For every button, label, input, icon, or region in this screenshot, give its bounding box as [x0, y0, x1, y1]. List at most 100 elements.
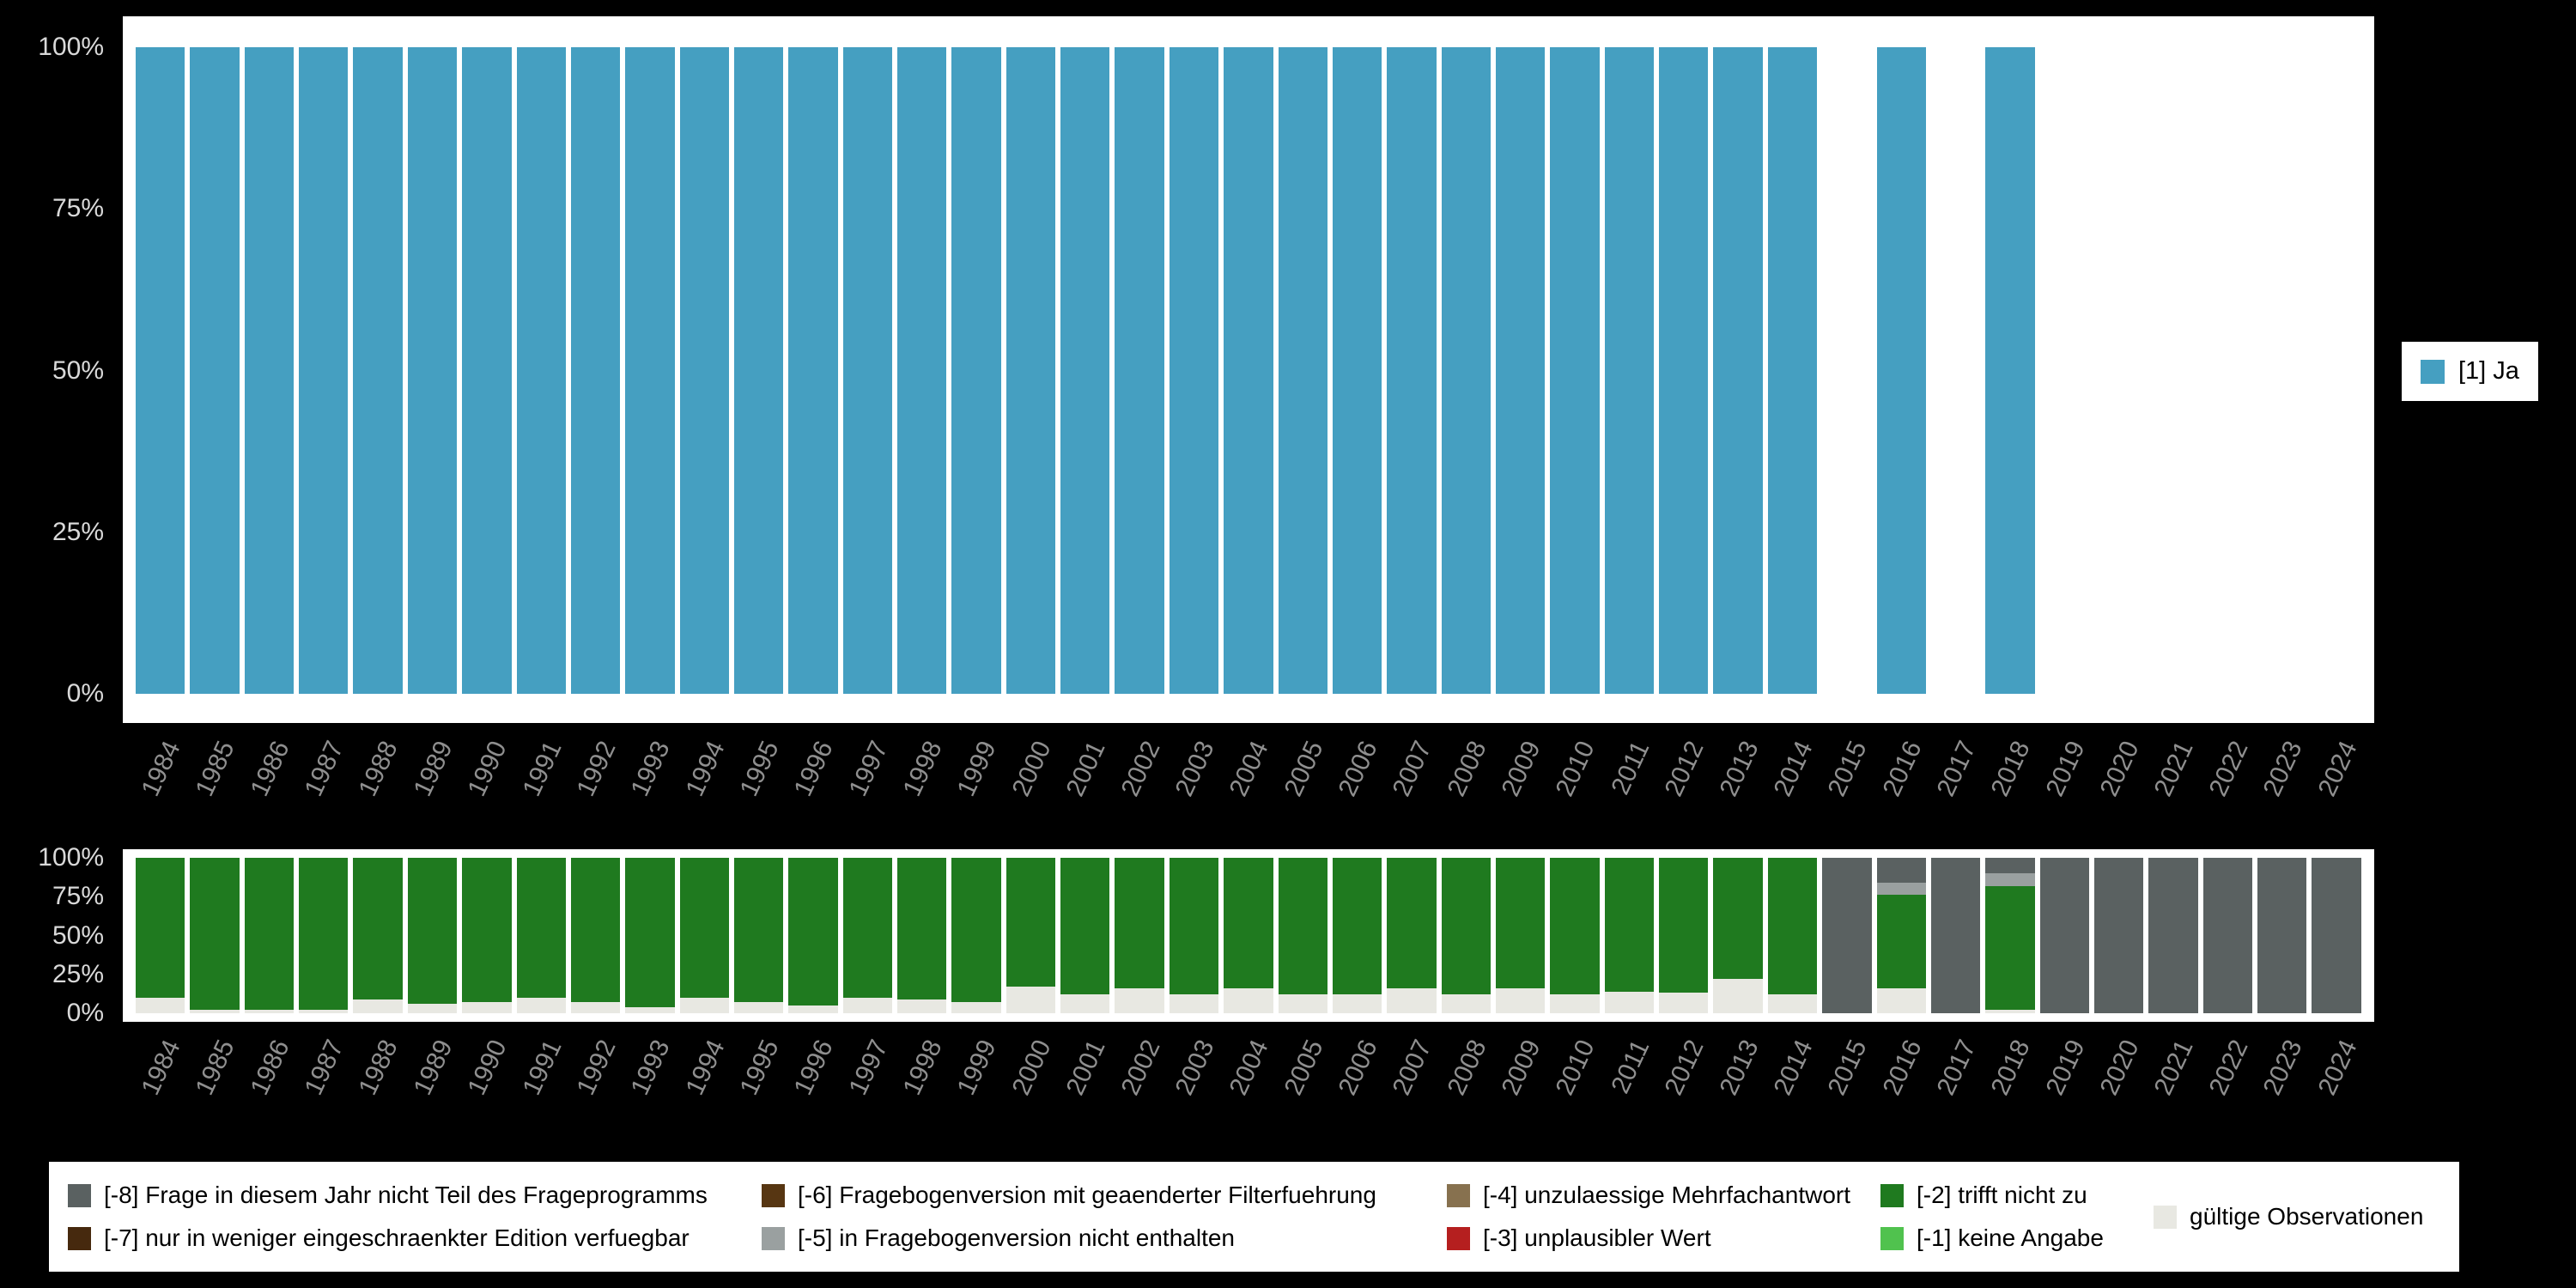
- bar-2022: [2203, 47, 2252, 694]
- bar-1990: [462, 858, 512, 1013]
- y-tick-75%: 75%: [52, 882, 104, 911]
- bar-segment-2009: [1495, 988, 1546, 1013]
- bar-segment-1999: [951, 1002, 1001, 1013]
- x-tick-2011: 2011: [1606, 737, 1656, 799]
- legend-swatch-ja: [2421, 359, 2445, 384]
- bar-2015: [1822, 858, 1872, 1013]
- legend-item-label: [-5] in Fragebogenversion nicht enthalte…: [798, 1224, 1235, 1251]
- bottom-chart-x-axis: 1984 1985 1986 1987 1988 1989 1990 1991 1992 1993…: [123, 1027, 2374, 1151]
- bar-segment-2018: [1985, 858, 2035, 874]
- bar-2002: [1115, 858, 1164, 1013]
- bar-segment-2007: [1387, 858, 1437, 989]
- bar-2002: [1115, 47, 1164, 694]
- bar-segment-1991: [516, 858, 566, 998]
- bar-segment-2014: [1767, 47, 1818, 694]
- bar-2012: [1659, 47, 1709, 694]
- bar-segment-2007: [1387, 988, 1437, 1013]
- bar-2003: [1169, 47, 1219, 694]
- bar-segment-2022: [2202, 858, 2253, 1013]
- legend-column-1: [-8] Frage in diesem Jahr nicht Teil des…: [68, 1162, 762, 1272]
- bar-segment-2016: [1876, 988, 1926, 1013]
- legend-column-2: [-6] Fragebogenversion mit geaenderter F…: [762, 1162, 1447, 1272]
- x-tick-2010: 2010: [1550, 737, 1601, 801]
- legend-item-label: gültige Observationen: [2190, 1203, 2424, 1230]
- y-tick-50%: 50%: [52, 355, 104, 385]
- bar-2000: [1005, 47, 1056, 694]
- x-tick-2019: 2019: [2040, 737, 2091, 801]
- x-tick-1991: 1991: [517, 737, 568, 801]
- bar-2004: [1224, 858, 1273, 1013]
- x-tick-2014: 2014: [1768, 1036, 1819, 1100]
- bar-1993: [625, 47, 675, 694]
- x-tick-2022: 2022: [2203, 1036, 2254, 1100]
- bar-segment-1991: [516, 47, 566, 694]
- bar-segment-2016: [1876, 882, 1926, 896]
- bar-segment-2013: [1713, 47, 1763, 694]
- legend-swatch: [762, 1226, 785, 1250]
- bar-2023: [2257, 858, 2307, 1013]
- bar-segment-1992: [570, 858, 621, 1003]
- x-tick-1998: 1998: [897, 1036, 948, 1100]
- top-chart-x-axis: 1984 1985 1986 1987 1988 1989 1990 1991 1992 1993…: [123, 728, 2374, 853]
- bar-2015: [1822, 47, 1871, 694]
- bar-segment-2008: [1441, 858, 1491, 995]
- legend-item-label: [-6] Fragebogenversion mit geaenderter F…: [798, 1182, 1376, 1208]
- bar-2019: [2039, 858, 2089, 1013]
- bar-segment-2006: [1332, 994, 1382, 1013]
- bar-2005: [1278, 47, 1327, 694]
- bar-2013: [1713, 858, 1763, 1013]
- bar-1999: [951, 858, 1001, 1013]
- bar-segment-1995: [733, 858, 784, 1003]
- bar-1984: [136, 858, 185, 1013]
- y-tick-100%: 100%: [38, 33, 104, 61]
- bar-segment-1989: [407, 47, 458, 694]
- x-tick-1987: 1987: [299, 1036, 349, 1100]
- legend-item: [-4] unzulaessige Mehrfachantwort: [1447, 1182, 1880, 1209]
- x-tick-1984: 1984: [136, 1036, 186, 1100]
- bar-1993: [625, 858, 675, 1013]
- x-tick-2009: 2009: [1496, 1036, 1546, 1100]
- x-tick-2021: 2021: [2149, 737, 2200, 801]
- bar-segment-1994: [679, 47, 729, 694]
- x-tick-2018: 2018: [1985, 737, 2037, 801]
- bar-segment-1992: [570, 1002, 621, 1013]
- bar-2006: [1332, 858, 1382, 1013]
- bar-1999: [951, 47, 1001, 694]
- x-tick-1987: 1987: [299, 737, 349, 801]
- y-tick-25%: 25%: [52, 517, 104, 546]
- bar-segment-1988: [353, 858, 403, 999]
- bar-segment-1993: [625, 47, 675, 694]
- bar-1994: [679, 47, 729, 694]
- bar-1994: [679, 858, 729, 1013]
- bar-segment-2019: [2039, 858, 2089, 1013]
- bar-segment-1990: [462, 858, 512, 1003]
- bar-2013: [1713, 47, 1763, 694]
- legend-swatch: [1447, 1183, 1470, 1207]
- x-tick-2010: 2010: [1550, 1036, 1601, 1100]
- bar-2007: [1387, 858, 1437, 1013]
- bar-2020: [2093, 858, 2144, 1013]
- bar-1988: [353, 47, 403, 694]
- bar-1991: [516, 858, 566, 1013]
- y-tick-0%: 0%: [66, 679, 104, 708]
- bar-segment-2017: [1930, 858, 1981, 1013]
- bar-2001: [1060, 858, 1110, 1013]
- x-tick-2007: 2007: [1387, 1036, 1438, 1100]
- bar-segment-2005: [1278, 994, 1327, 1013]
- bar-segment-1988: [353, 999, 403, 1013]
- x-tick-2002: 2002: [1115, 737, 1166, 801]
- bar-segment-2015: [1822, 858, 1872, 1013]
- x-tick-1990: 1990: [462, 1036, 513, 1100]
- bar-1991: [516, 47, 566, 694]
- bar-1988: [353, 858, 403, 1013]
- x-tick-1985: 1985: [190, 1036, 240, 1100]
- bar-segment-2000: [1005, 47, 1056, 694]
- bar-1986: [244, 47, 295, 694]
- bar-segment-1985: [190, 858, 240, 1011]
- bar-segment-1985: [190, 1010, 240, 1013]
- bar-segment-1985: [190, 47, 240, 694]
- legend-label-ja: [1] Ja: [2458, 357, 2519, 385]
- bar-segment-1998: [897, 47, 947, 694]
- bar-1996: [788, 858, 838, 1013]
